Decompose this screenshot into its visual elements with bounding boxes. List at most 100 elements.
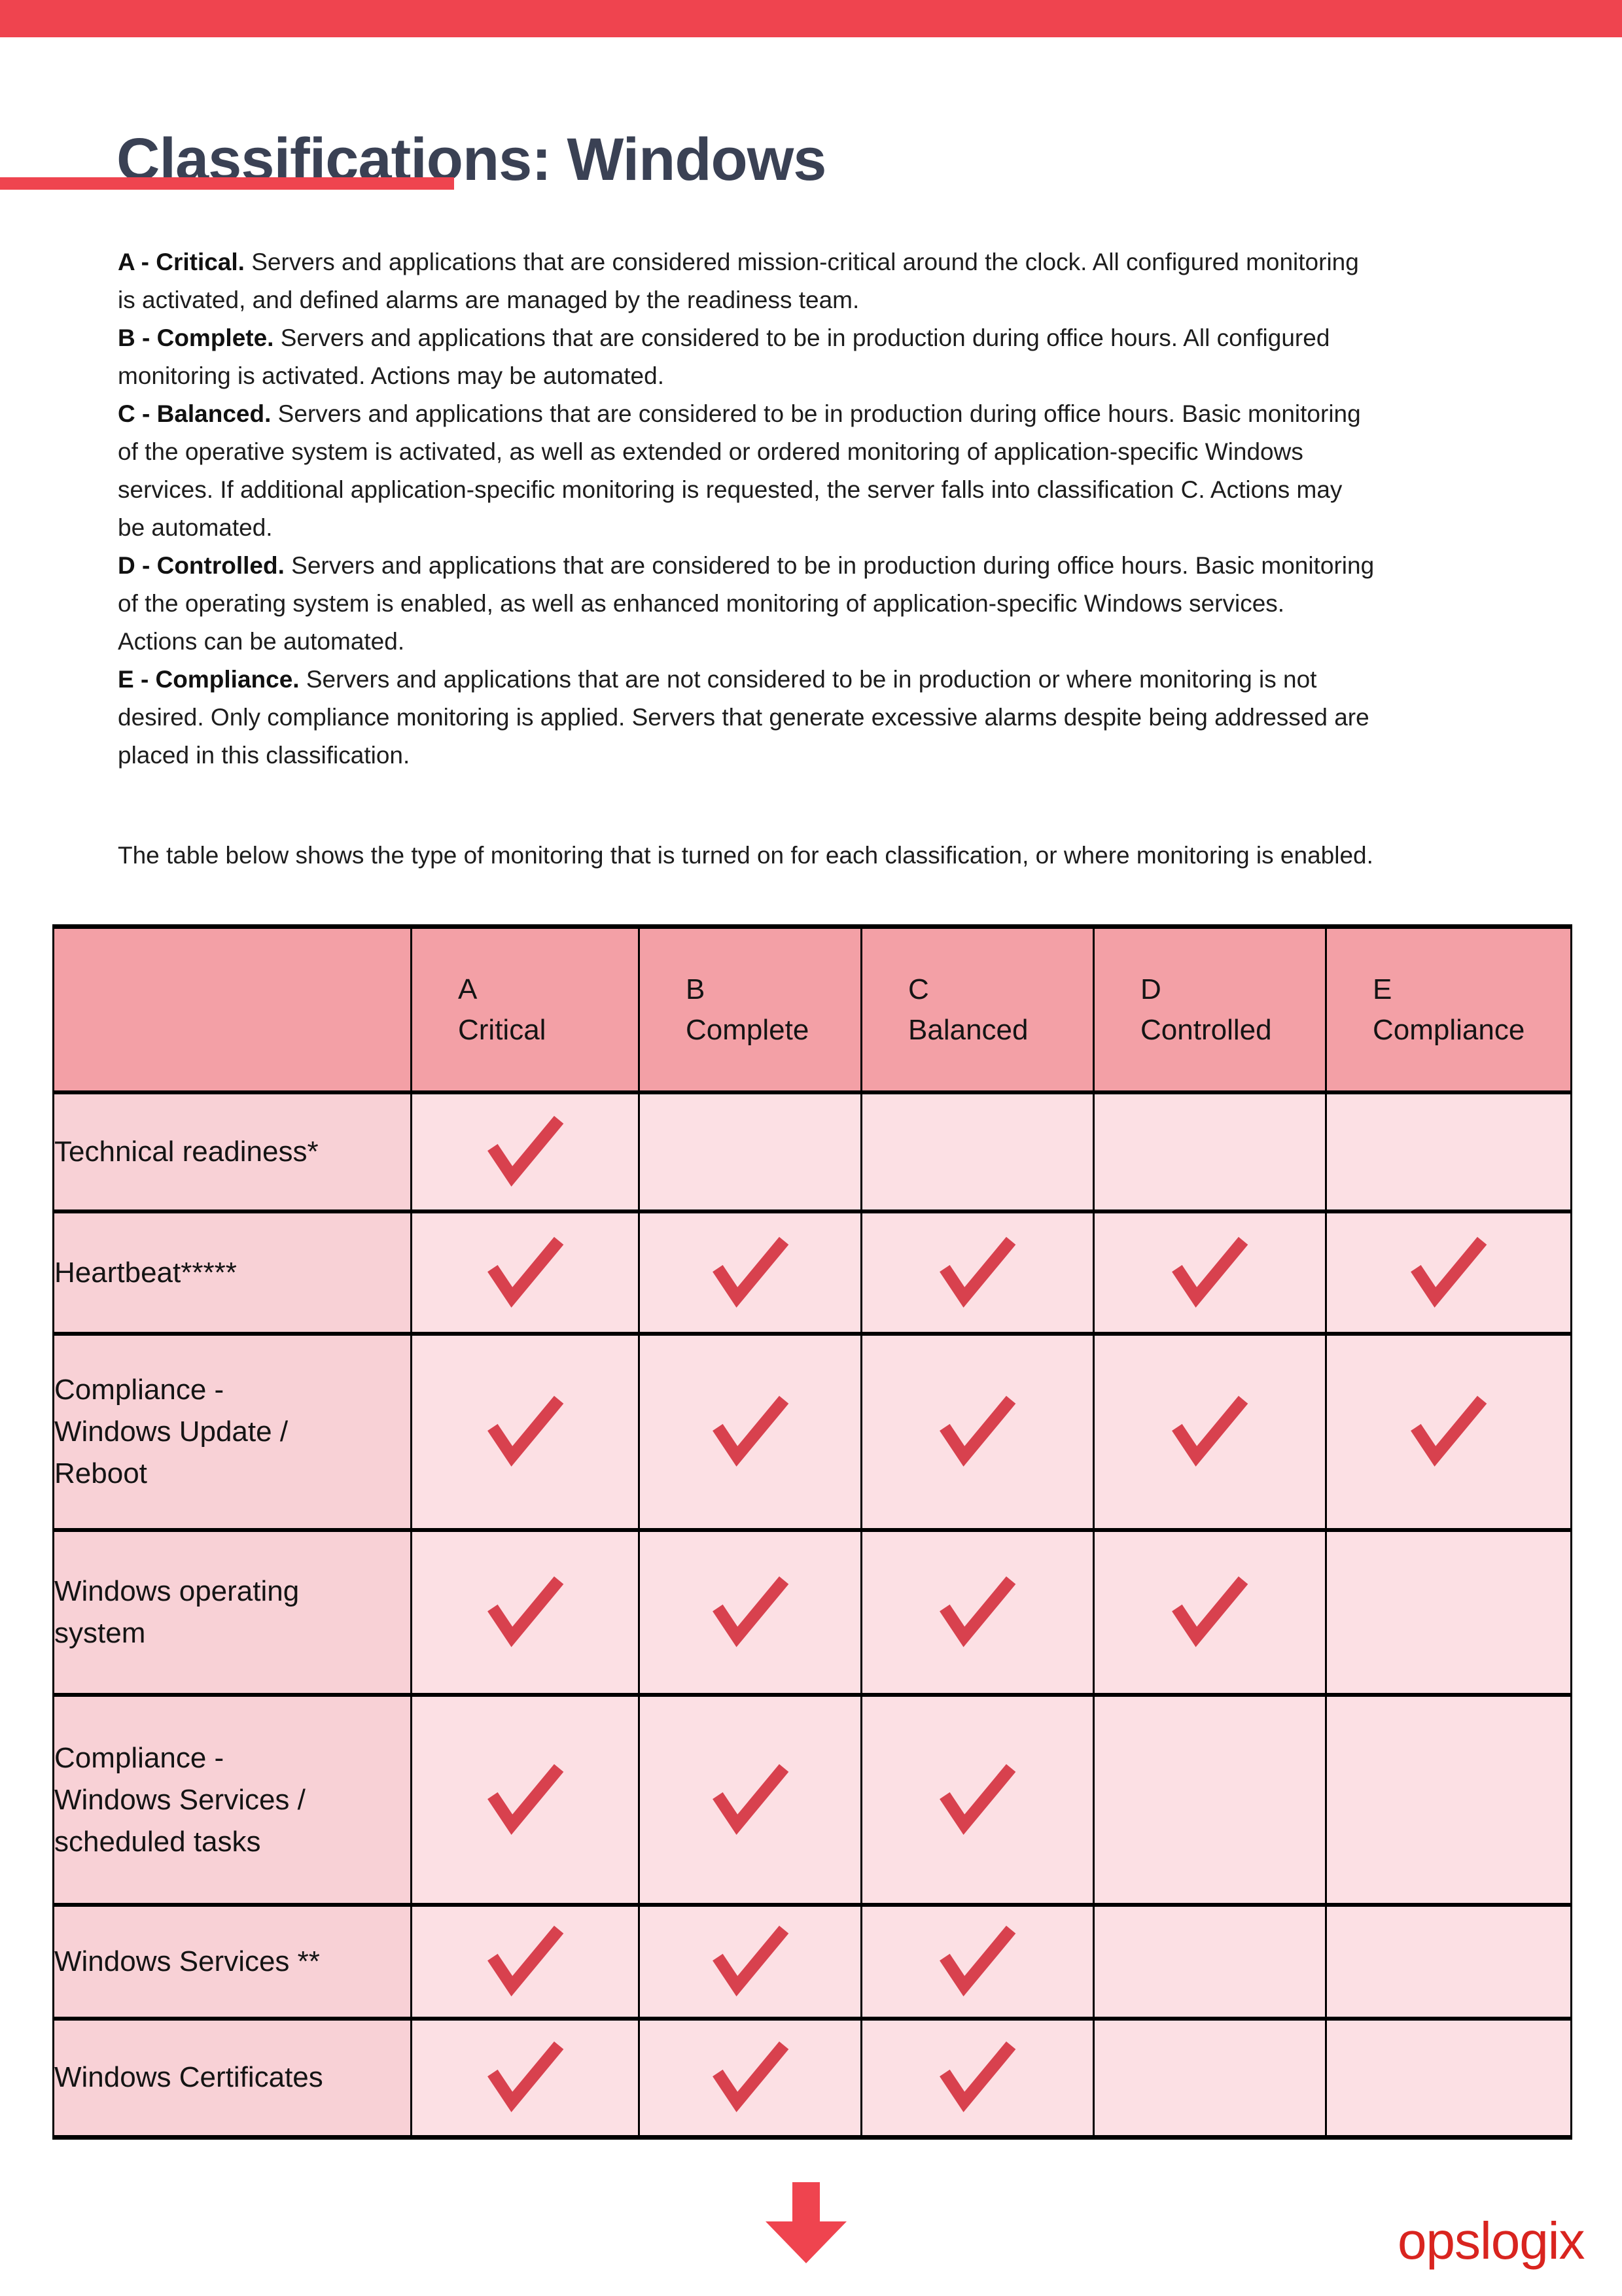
check-cell xyxy=(410,1090,640,1213)
check-cell xyxy=(860,1903,1095,2021)
checkmark-icon xyxy=(712,1764,788,1835)
classification-d-paragraph: D - Controlled. Servers and applications… xyxy=(118,547,1616,661)
table-row: Compliance - Windows Update / Reboot xyxy=(52,1332,1572,1532)
checkmark-icon xyxy=(1172,1236,1248,1308)
check-cell xyxy=(1093,1528,1327,1697)
check-cell xyxy=(638,1332,862,1532)
classification-a-text: Servers and applications that are consid… xyxy=(118,249,1359,313)
checkmark-icon xyxy=(940,1764,1016,1835)
down-arrow-icon xyxy=(766,2182,847,2263)
checkmark-icon xyxy=(940,1395,1016,1467)
checkmark-icon xyxy=(1172,1576,1248,1647)
classification-b-paragraph: B - Complete. Servers and applications t… xyxy=(118,319,1616,395)
classification-b-label: B - Complete. xyxy=(118,324,274,351)
checkmark-icon xyxy=(712,1925,788,1996)
table-header-col-a: A Critical xyxy=(410,924,640,1094)
row-label: Technical readiness* xyxy=(52,1090,412,1213)
checkmark-icon xyxy=(940,2042,1016,2113)
check-cell xyxy=(638,1903,862,2021)
col-e-name: Compliance xyxy=(1373,1013,1525,1046)
check-cell xyxy=(638,1693,862,1907)
check-cell xyxy=(1325,1209,1572,1336)
checkmark-icon xyxy=(487,1576,563,1647)
checkmark-icon xyxy=(1172,1395,1248,1467)
check-cell xyxy=(1325,2017,1572,2139)
table-intro-note: The table below shows the type of monito… xyxy=(118,842,1373,869)
classification-c-paragraph: C - Balanced. Servers and applications t… xyxy=(118,395,1616,547)
down-arrow-head xyxy=(766,2221,847,2263)
row-label: Heartbeat***** xyxy=(52,1209,412,1336)
classification-e-label: E - Compliance. xyxy=(118,666,300,693)
check-cell xyxy=(1093,1332,1327,1532)
table-row: Heartbeat***** xyxy=(52,1209,1572,1336)
table-header-empty-cell xyxy=(52,924,412,1094)
opslogix-logo: opslogix xyxy=(1398,2212,1585,2270)
table-row: Compliance - Windows Services / schedule… xyxy=(52,1693,1572,1907)
check-cell xyxy=(1325,1528,1572,1697)
checkmark-icon xyxy=(487,1925,563,1996)
classification-d-text: Servers and applications that are consid… xyxy=(118,552,1375,655)
table-header-col-c: C Balanced xyxy=(860,924,1095,1094)
checkmark-icon xyxy=(940,1576,1016,1647)
check-cell xyxy=(1093,2017,1327,2139)
classification-e-text: Servers and applications that are not co… xyxy=(118,666,1369,769)
checkmark-icon xyxy=(940,1925,1016,1996)
classification-d-label: D - Controlled. xyxy=(118,552,285,579)
check-cell xyxy=(1325,1903,1572,2021)
check-cell xyxy=(860,1528,1095,1697)
table-row: Windows operating system xyxy=(52,1528,1572,1697)
col-d-name: Controlled xyxy=(1140,1013,1272,1046)
classification-a-paragraph: A - Critical. Servers and applications t… xyxy=(118,243,1616,319)
check-cell xyxy=(860,1209,1095,1336)
col-b-letter: B xyxy=(686,973,705,1005)
col-b-name: Complete xyxy=(686,1013,809,1046)
row-label: Compliance - Windows Services / schedule… xyxy=(52,1693,412,1907)
checkmark-icon xyxy=(487,1764,563,1835)
check-cell xyxy=(1093,1209,1327,1336)
table-row: Windows Services ** xyxy=(52,1903,1572,2021)
row-label: Compliance - Windows Update / Reboot xyxy=(52,1332,412,1532)
check-cell xyxy=(860,1693,1095,1907)
row-label: Windows Services ** xyxy=(52,1903,412,2021)
checkmark-icon xyxy=(487,1395,563,1467)
table-header-col-d: D Controlled xyxy=(1093,924,1327,1094)
checkmark-icon xyxy=(487,2042,563,2113)
check-cell xyxy=(860,1090,1095,1213)
checkmark-icon xyxy=(712,1576,788,1647)
table-row: Technical readiness* xyxy=(52,1090,1572,1213)
checkmark-icon xyxy=(487,1115,563,1187)
check-cell xyxy=(1093,1090,1327,1213)
check-cell xyxy=(1093,1903,1327,2021)
checkmark-icon xyxy=(712,2042,788,2113)
intro-text: A - Critical. Servers and applications t… xyxy=(118,243,1616,875)
table-header-row: A Critical B Complete C Balanced D Controlle… xyxy=(52,924,1572,1094)
check-cell xyxy=(638,1528,862,1697)
check-cell xyxy=(410,1903,640,2021)
check-cell xyxy=(410,1332,640,1532)
check-cell xyxy=(1325,1090,1572,1213)
check-cell xyxy=(860,1332,1095,1532)
row-label: Windows Certificates xyxy=(52,2017,412,2139)
check-cell xyxy=(410,1693,640,1907)
col-a-name: Critical xyxy=(458,1013,546,1046)
check-cell xyxy=(1093,1693,1327,1907)
col-d-letter: D xyxy=(1140,973,1161,1005)
col-c-letter: C xyxy=(908,973,929,1005)
col-a-letter: A xyxy=(458,973,478,1005)
col-c-name: Balanced xyxy=(908,1013,1029,1046)
classification-e-paragraph: E - Compliance. Servers and applications… xyxy=(118,661,1616,774)
classification-c-text: Servers and applications that are consid… xyxy=(118,400,1361,541)
classification-a-label: A - Critical. xyxy=(118,249,245,275)
check-cell xyxy=(638,1090,862,1213)
check-cell xyxy=(860,2017,1095,2139)
table-header-col-b: B Complete xyxy=(638,924,862,1094)
checkmark-icon xyxy=(940,1236,1016,1308)
checkmark-icon xyxy=(487,1236,563,1308)
classification-c-label: C - Balanced. xyxy=(118,400,272,427)
table-header-col-e: E Compliance xyxy=(1325,924,1572,1094)
checkmark-icon xyxy=(1411,1395,1487,1467)
check-cell xyxy=(638,2017,862,2139)
top-banner xyxy=(0,0,1622,37)
table-row: Windows Certificates xyxy=(52,2017,1572,2139)
